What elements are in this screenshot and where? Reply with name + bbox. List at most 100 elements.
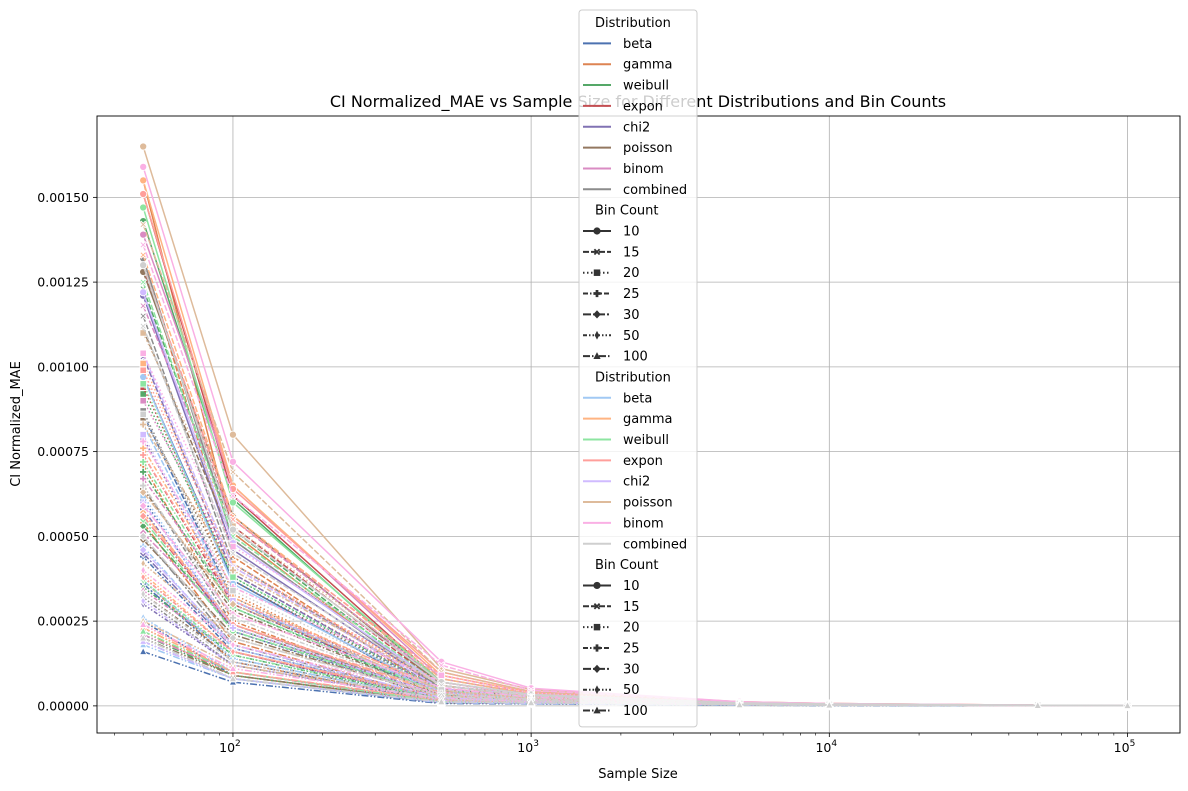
- y-tick-label: 0.00125: [37, 275, 89, 290]
- y-tick-label: 0.00075: [37, 444, 89, 459]
- series-line: [142, 485, 1128, 707]
- x-axis-label: Sample Size: [598, 767, 678, 782]
- y-tick-label: 0.00000: [37, 698, 89, 713]
- legend-entry-label: 100: [623, 704, 648, 719]
- point: [229, 468, 237, 476]
- x-tick-label: 102: [219, 739, 241, 755]
- x-tick-label: 104: [815, 739, 837, 755]
- legend-entry-label: chi2: [623, 120, 650, 135]
- legend-entry-label: poisson: [623, 141, 673, 156]
- legend-entry-label: expon: [623, 454, 663, 469]
- point: [593, 227, 601, 235]
- point: [139, 220, 148, 229]
- point: [139, 366, 147, 374]
- point: [437, 671, 446, 680]
- point: [139, 288, 148, 297]
- series-line: [142, 424, 1128, 707]
- series-line: [142, 546, 1128, 707]
- x-tick-label: 105: [1114, 739, 1136, 755]
- point: [593, 706, 601, 714]
- axis-ticks: 0.00000 0.00025 0.00050 0.00075 0.00100 0.001…: [37, 190, 1135, 755]
- series-line: [142, 589, 1128, 707]
- point: [594, 330, 600, 340]
- legend-entry-label: weibull: [623, 79, 669, 94]
- point: [593, 603, 601, 610]
- point: [593, 248, 601, 256]
- point: [594, 685, 600, 695]
- legend: Distribution beta gamma weibull expon chi2 poi…: [578, 9, 698, 728]
- point: [138, 619, 148, 628]
- legend-entry-label: 25: [623, 642, 640, 657]
- legend-entry-label: 30: [623, 662, 640, 677]
- point: [139, 251, 148, 259]
- legend-entry-label: combined: [623, 183, 687, 198]
- point: [735, 699, 744, 709]
- series-line: [142, 447, 1128, 707]
- legend-entry-label: 20: [623, 621, 640, 636]
- legend-entry-label: 15: [623, 245, 640, 260]
- point: [139, 203, 148, 212]
- point: [139, 142, 148, 151]
- legend-entry-label: 25: [623, 287, 640, 302]
- point: [230, 639, 236, 651]
- legend-entry-label: beta: [623, 391, 652, 406]
- legend-entry-label: binom: [623, 162, 664, 177]
- point: [139, 312, 148, 320]
- point: [593, 581, 601, 590]
- point: [140, 588, 147, 600]
- series-line: [142, 254, 1128, 707]
- legend-title: Bin Count: [595, 204, 659, 219]
- point: [229, 573, 237, 581]
- point: [139, 450, 148, 460]
- legend-entry-label: 50: [623, 329, 640, 344]
- point: [138, 646, 148, 655]
- point: [139, 278, 148, 286]
- point: [593, 269, 601, 276]
- point: [824, 700, 834, 709]
- y-tick-label: 0.00050: [37, 529, 89, 544]
- point: [139, 176, 148, 185]
- point: [139, 322, 148, 331]
- point: [138, 633, 148, 642]
- point: [230, 656, 236, 668]
- point: [228, 663, 238, 672]
- y-tick-label: 0.00150: [37, 190, 89, 205]
- series-line: [142, 518, 1128, 707]
- point: [139, 397, 147, 405]
- series-line: [142, 600, 1128, 707]
- point: [140, 571, 147, 583]
- point: [228, 457, 238, 466]
- point: [228, 498, 238, 507]
- point: [230, 646, 236, 657]
- series-line: [142, 373, 1128, 707]
- point: [228, 599, 238, 609]
- point: [138, 511, 148, 521]
- legend-entry-label: 10: [623, 225, 640, 240]
- point: [139, 261, 148, 270]
- point: [139, 301, 148, 310]
- point: [139, 457, 148, 466]
- legend-entry-label: 100: [623, 350, 648, 365]
- point: [228, 566, 238, 575]
- point: [593, 352, 601, 359]
- point: [139, 437, 148, 446]
- point: [140, 565, 147, 576]
- point: [1123, 700, 1132, 709]
- legend-entry-label: beta: [623, 37, 652, 52]
- point: [138, 531, 148, 542]
- point: [139, 359, 147, 368]
- legend-entry-label: 30: [623, 308, 640, 323]
- point: [593, 289, 601, 298]
- legend-title: Bin Count: [595, 558, 659, 573]
- point: [1033, 700, 1043, 709]
- point: [139, 162, 148, 171]
- point: [593, 664, 601, 673]
- point: [139, 329, 147, 337]
- point: [138, 487, 148, 498]
- point: [140, 595, 147, 607]
- series-line: [142, 332, 1128, 707]
- point: [229, 491, 237, 500]
- point: [593, 310, 601, 319]
- legend-entry-label: poisson: [623, 496, 673, 511]
- legend-entry-label: gamma: [623, 58, 673, 73]
